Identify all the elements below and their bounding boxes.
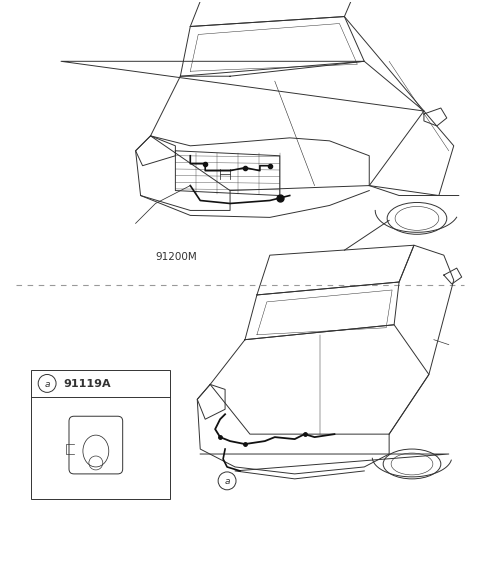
Text: 91119A: 91119A (63, 380, 111, 389)
Text: a: a (224, 477, 230, 486)
Text: 91200M: 91200M (156, 252, 197, 262)
Text: a: a (44, 380, 50, 389)
Bar (31, 369, 170, 499)
